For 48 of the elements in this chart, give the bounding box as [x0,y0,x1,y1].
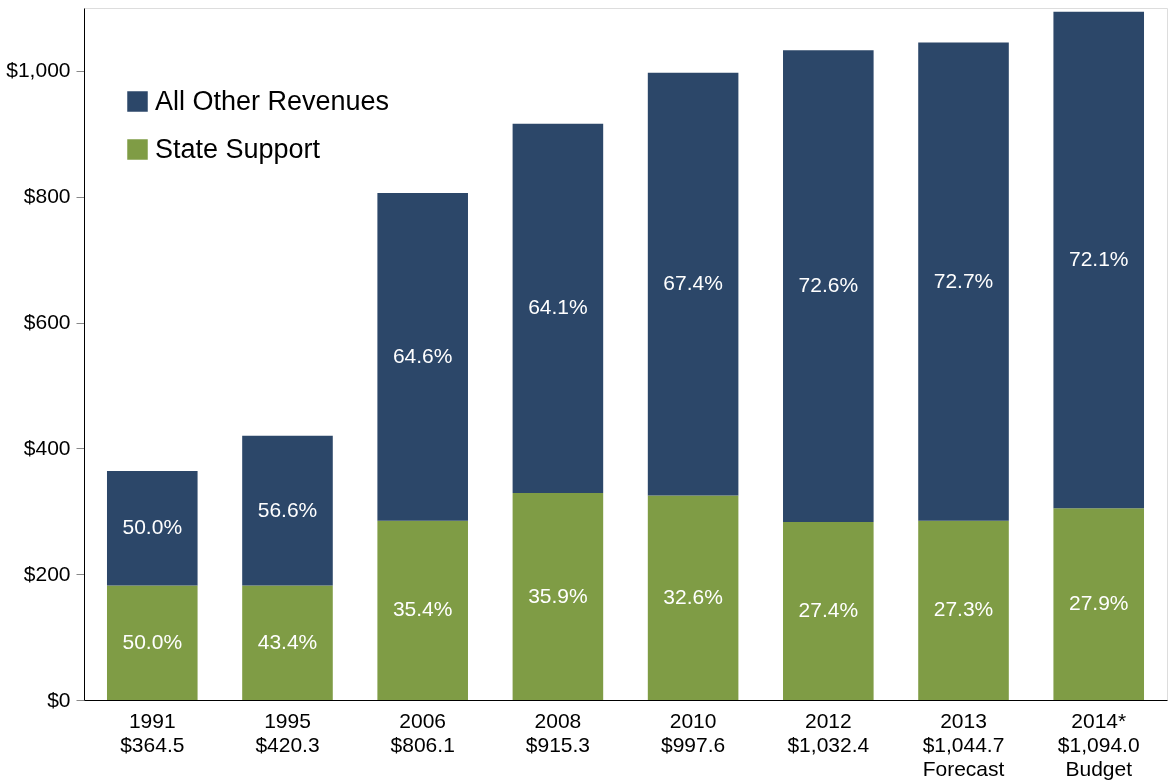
x-tick-label: 2012 $1,032.4 [787,708,870,756]
bar [106,585,198,700]
annotation: 35.9% [528,583,588,607]
bar [647,495,739,700]
annotation: 72.6% [798,273,859,297]
x-tick-label: 2014* $1,094.0 Budget [1057,708,1140,780]
x-tick-label: 2010 $997.6 [660,708,726,756]
annotation: 27.3% [933,597,994,621]
x-tick-label: 2008 $915.3 [525,708,591,756]
y-tick-label: $0 [47,687,71,711]
bar [512,493,604,700]
annotation: 43.4% [257,629,318,653]
annotation: 35.4% [392,597,453,621]
annotation: 72.1% [1068,246,1129,270]
bar [1053,11,1145,509]
annotation: 67.4% [663,271,723,295]
annotation: 50.0% [122,515,183,539]
annotation: 27.4% [798,597,859,621]
bar [377,520,468,700]
y-tick-label: $800 [23,184,71,208]
x-tick-label: 1995 $420.3 [255,708,320,756]
y-tick-label: $1,000 [6,58,71,82]
y-tick-label: $400 [23,435,71,459]
bar [1053,508,1145,700]
y-tick-label: $600 [23,310,71,334]
annotation: 56.6% [257,497,318,521]
annotation: 50.0% [122,629,183,653]
bar [242,435,333,586]
y-tick-label: $200 [23,561,71,585]
bar [918,42,1009,521]
bar [647,72,739,496]
legend-label: State Support [155,133,321,164]
annotation: 64.6% [392,343,453,367]
annotation: 64.1% [528,295,588,319]
bar [377,192,468,521]
annotation: 32.6% [663,584,723,608]
x-tick-label: 1991 $364.5 [120,708,185,756]
bar [918,520,1009,700]
bar [512,123,604,494]
bar [242,585,333,700]
annotation: 27.9% [1068,591,1129,615]
bar [783,521,874,700]
bar [106,471,198,586]
annotation: 72.7% [933,268,994,292]
bar [783,50,874,522]
x-tick-label: 2006 $806.1 [390,708,455,756]
x-tick-label: 2013 $1,044.7 Forecast [922,708,1005,780]
legend-label: All Other Revenues [155,85,390,116]
